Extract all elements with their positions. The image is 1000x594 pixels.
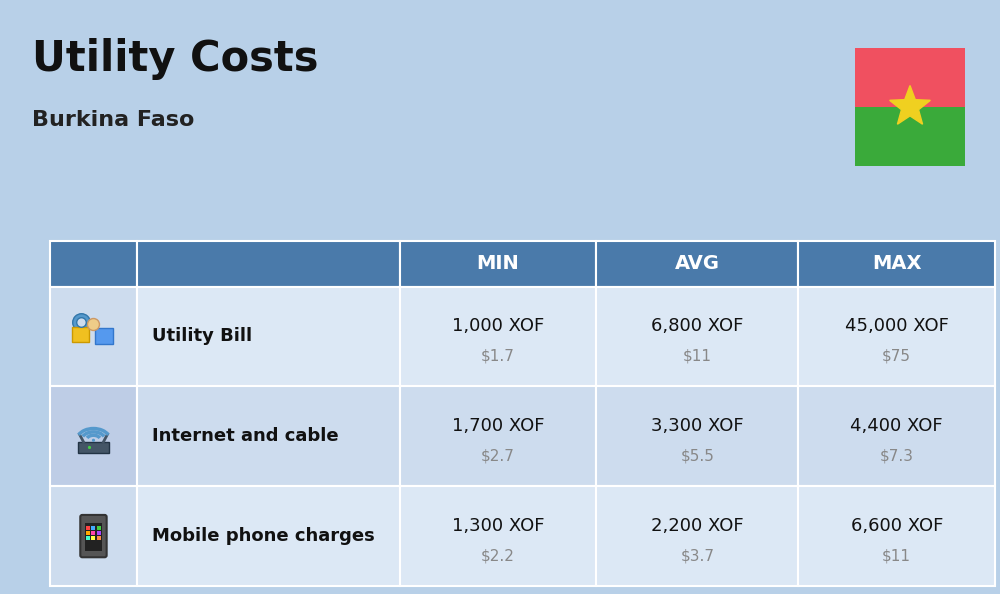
Text: $75: $75: [882, 349, 911, 364]
Bar: [78, 442, 109, 453]
Bar: [798, 486, 995, 586]
Text: Burkina Faso: Burkina Faso: [32, 110, 194, 130]
Text: 2,200 XOF: 2,200 XOF: [651, 517, 744, 535]
Text: 6,800 XOF: 6,800 XOF: [651, 318, 744, 336]
Bar: [596, 486, 798, 586]
Circle shape: [77, 318, 86, 327]
Text: $5.5: $5.5: [680, 448, 714, 464]
Text: 6,600 XOF: 6,600 XOF: [851, 517, 943, 535]
Bar: [97, 526, 101, 530]
Text: 1,300 XOF: 1,300 XOF: [452, 517, 544, 535]
Bar: [86, 531, 90, 535]
Circle shape: [87, 318, 99, 330]
Bar: [596, 241, 798, 286]
Text: MIN: MIN: [477, 254, 519, 273]
FancyBboxPatch shape: [80, 515, 107, 557]
Text: $11: $11: [683, 349, 712, 364]
Text: AVG: AVG: [675, 254, 720, 273]
Bar: [400, 486, 596, 586]
Bar: [798, 286, 995, 386]
Text: Internet and cable: Internet and cable: [152, 427, 339, 446]
Bar: [50, 286, 137, 386]
Bar: [97, 536, 101, 541]
Bar: [596, 386, 798, 486]
Bar: [86, 526, 90, 530]
Bar: [137, 386, 400, 486]
Bar: [86, 536, 90, 541]
Text: $2.2: $2.2: [481, 548, 515, 564]
Bar: [137, 486, 400, 586]
Text: Utility Bill: Utility Bill: [152, 327, 252, 346]
Circle shape: [92, 439, 95, 442]
Text: $2.7: $2.7: [481, 448, 515, 464]
Bar: [400, 386, 596, 486]
Bar: [91, 526, 95, 530]
Text: Mobile phone charges: Mobile phone charges: [152, 527, 375, 545]
Bar: [798, 386, 995, 486]
Bar: [798, 241, 995, 286]
Bar: [72, 327, 89, 343]
Text: 3,300 XOF: 3,300 XOF: [651, 418, 744, 435]
Bar: [137, 286, 400, 386]
Bar: [855, 48, 965, 107]
Bar: [137, 241, 400, 286]
Text: 45,000 XOF: 45,000 XOF: [845, 318, 949, 336]
Text: $3.7: $3.7: [680, 548, 714, 564]
Bar: [50, 241, 137, 286]
Text: Utility Costs: Utility Costs: [32, 38, 318, 80]
Bar: [400, 241, 596, 286]
Text: 4,400 XOF: 4,400 XOF: [850, 418, 943, 435]
Polygon shape: [890, 86, 930, 124]
Bar: [400, 286, 596, 386]
Bar: [91, 531, 95, 535]
Bar: [50, 386, 137, 486]
Bar: [91, 536, 95, 541]
Text: 1,000 XOF: 1,000 XOF: [452, 318, 544, 336]
Text: $1.7: $1.7: [481, 349, 515, 364]
Bar: [85, 523, 102, 551]
Bar: [596, 286, 798, 386]
Text: MAX: MAX: [872, 254, 921, 273]
Bar: [855, 107, 965, 166]
Text: $7.3: $7.3: [880, 448, 914, 464]
Bar: [97, 531, 101, 535]
Text: $11: $11: [882, 548, 911, 564]
Bar: [95, 328, 113, 345]
Bar: [50, 486, 137, 586]
Circle shape: [88, 446, 91, 449]
Text: 1,700 XOF: 1,700 XOF: [452, 418, 544, 435]
Circle shape: [73, 314, 90, 331]
